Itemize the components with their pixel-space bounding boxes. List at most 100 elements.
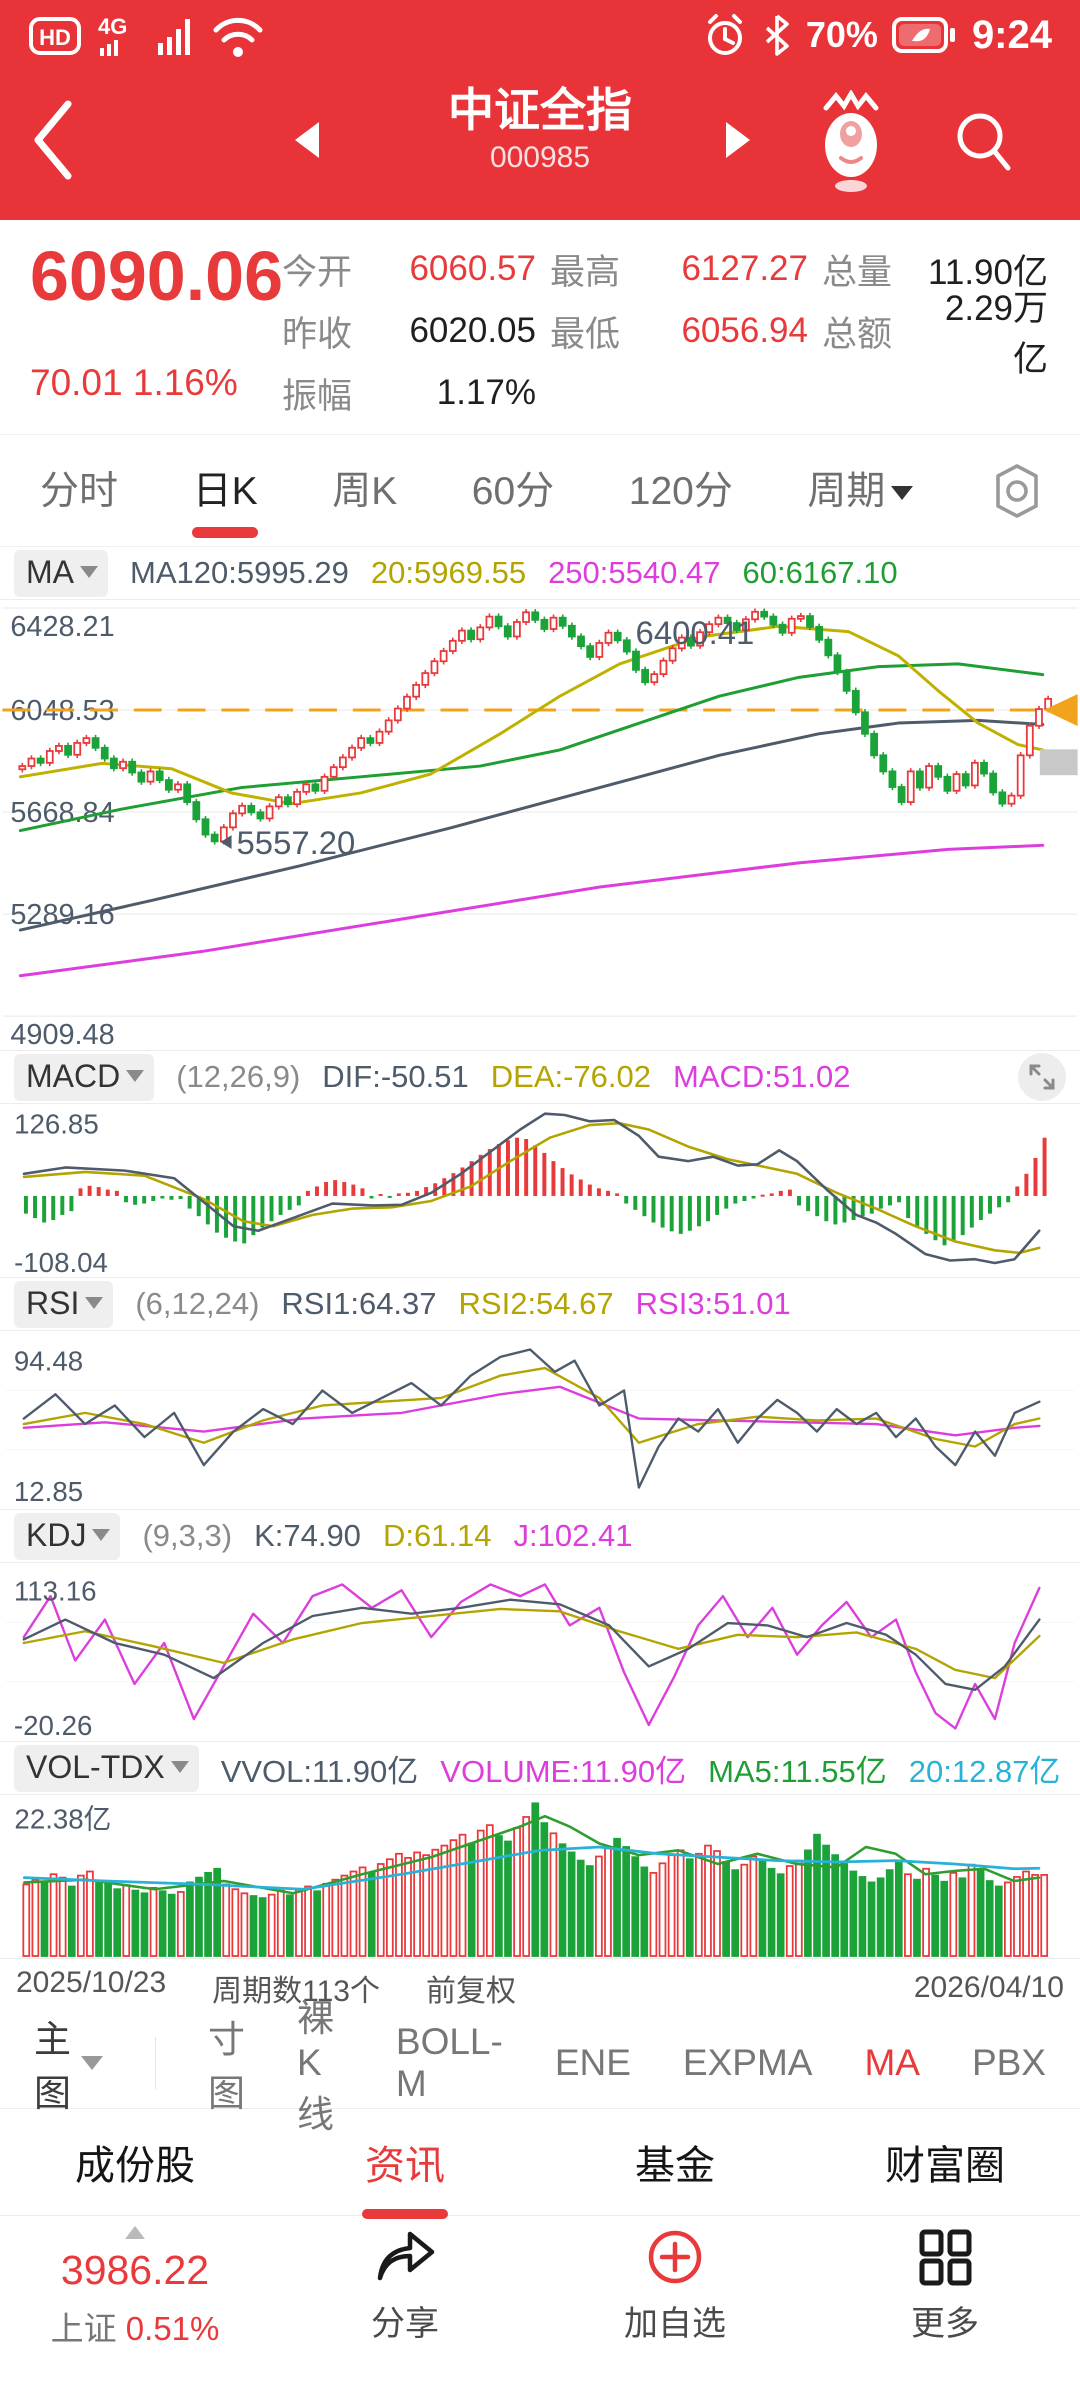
- volume-chart[interactable]: 22.38亿: [0, 1794, 1080, 1959]
- collapse-up-icon: [125, 2226, 145, 2239]
- search-icon[interactable]: [952, 108, 1016, 176]
- ma60-value: 60:6167.10: [742, 555, 898, 590]
- indicator-option-ma[interactable]: MA: [864, 2041, 920, 2083]
- svg-text:6428.21: 6428.21: [10, 611, 114, 643]
- field-value: 2.29万亿: [944, 289, 1048, 379]
- indicator-option-ene[interactable]: ENE: [554, 2041, 631, 2083]
- field-label: 最低: [550, 314, 621, 354]
- back-icon[interactable]: [28, 98, 78, 182]
- svg-text:4G: 4G: [98, 14, 127, 39]
- share-button[interactable]: 分享: [270, 2226, 540, 2398]
- kdj-legend: KDJ (9,3,3) K:74.90 D:61.14 J:102.41: [0, 1510, 1080, 1562]
- ma20-value: 20:5969.55: [370, 555, 527, 590]
- vvol-value: VVOL:11.90亿: [220, 1753, 419, 1789]
- sh-index-value: 3986.22: [60, 2247, 210, 2293]
- field-label: 振幅: [282, 376, 353, 416]
- mascot-diagnose-icon[interactable]: [808, 90, 894, 200]
- indicator-option-naked-k[interactable]: 裸K线: [296, 1997, 334, 2135]
- sh-index-change: 0.51%: [125, 2310, 220, 2347]
- svg-text:HD: HD: [39, 25, 71, 50]
- ma-indicator-selector[interactable]: MA: [14, 549, 108, 597]
- price-change: 70.01 1.16%: [30, 362, 238, 403]
- tab-period-dropdown[interactable]: 周期: [807, 460, 914, 522]
- grid-more-icon: [919, 2229, 972, 2286]
- main-chart-selector[interactable]: 主图: [34, 2009, 103, 2117]
- chevron-down-icon: [891, 486, 914, 501]
- tab-120min[interactable]: 120分: [628, 469, 733, 513]
- add-circle-icon: [648, 2230, 702, 2284]
- share-icon: [377, 2231, 435, 2281]
- tab-60min[interactable]: 60分: [471, 469, 555, 513]
- rsi1-value: RSI1:64.37: [281, 1286, 437, 1321]
- svg-text:94.48: 94.48: [14, 1346, 83, 1377]
- chart-period-tabs: 分时 日K 周K 60分 120分 周期: [0, 435, 1080, 547]
- macd-chart[interactable]: 126.85 -108.04: [0, 1103, 1080, 1278]
- period-count: 周期数113个: [212, 1975, 380, 2008]
- field-label: 总量: [822, 252, 893, 292]
- index-quick-view[interactable]: 3986.22 上证 0.51%: [0, 2226, 270, 2398]
- macd-value: MACD:51.02: [673, 1059, 851, 1094]
- add-watchlist-button[interactable]: 加自选: [540, 2226, 810, 2398]
- field-value: 6060.57: [409, 249, 536, 288]
- battery-icon: [891, 17, 955, 53]
- 4g-network-icon: 4G: [98, 14, 127, 56]
- field-label: 今开: [282, 252, 353, 292]
- quote-grid: 今开 6060.57 最高 6127.27 总量 11.90亿 昨收 6020.05 最…: [282, 238, 1064, 424]
- kdj-params: (9,3,3): [142, 1518, 233, 1553]
- k-value: K:74.90: [254, 1518, 361, 1553]
- next-stock-icon[interactable]: [726, 122, 750, 158]
- chevron-down-icon: [80, 566, 98, 578]
- fullscreen-icon[interactable]: [1018, 1053, 1066, 1101]
- indicator-option-boll-m[interactable]: BOLL-M: [395, 2020, 503, 2104]
- dif-value: DIF:-50.51: [322, 1059, 469, 1094]
- more-button[interactable]: 更多: [810, 2226, 1080, 2398]
- range-end-date: 2026/04/10: [913, 1971, 1064, 2004]
- d-value: D:61.14: [382, 1518, 492, 1553]
- tab-funds[interactable]: 基金: [635, 2144, 715, 2188]
- rsi-chart[interactable]: 94.48 12.85: [0, 1330, 1080, 1510]
- chevron-down-icon: [170, 1761, 189, 1773]
- tab-constituents[interactable]: 成份股: [75, 2144, 195, 2188]
- field-label: 总额: [822, 314, 893, 354]
- page-title: 中证全指: [448, 84, 632, 136]
- svg-text:4909.48: 4909.48: [10, 1019, 114, 1051]
- indicator-option-expma[interactable]: EXPMA: [682, 2041, 813, 2083]
- quote-panel: 6090.06 70.01 1.16% 今开 6060.57 最高 6127.27 …: [0, 220, 1080, 435]
- candlestick-chart[interactable]: 6428.216048.535668.845289.164909.486400.…: [0, 599, 1080, 1051]
- vol-ma20-value: 20:12.87亿: [908, 1753, 1061, 1789]
- prev-stock-icon[interactable]: [295, 122, 319, 158]
- adjust-mode[interactable]: 前复权: [425, 1975, 516, 2008]
- kdj-indicator-selector[interactable]: KDJ: [14, 1512, 121, 1560]
- ma-legend: MA MA120:5995.29 20:5969.55 250:5540.47 …: [0, 547, 1080, 599]
- macd-indicator-selector[interactable]: MACD: [14, 1053, 155, 1101]
- status-bar: HD 4G 70% 9:24: [0, 0, 1080, 70]
- rsi2-value: RSI2:54.67: [458, 1286, 614, 1321]
- svg-text:5289.16: 5289.16: [10, 899, 114, 931]
- field-label: 最高: [550, 252, 621, 292]
- sh-index-name: 上证: [50, 2310, 117, 2347]
- signal-bars-icon: [158, 19, 190, 55]
- battery-percent: 70%: [805, 14, 878, 55]
- indicator-option-pbx[interactable]: PBX: [971, 2041, 1046, 2083]
- rsi-indicator-selector[interactable]: RSI: [14, 1280, 114, 1328]
- vol-indicator-selector[interactable]: VOL-TDX: [14, 1744, 199, 1792]
- field-value: 6127.27: [681, 249, 808, 288]
- kdj-chart[interactable]: 113.16 -20.26: [0, 1562, 1080, 1742]
- svg-text:-20.26: -20.26: [14, 1710, 92, 1741]
- rsi3-value: RSI3:51.01: [635, 1286, 791, 1321]
- svg-text:6400.41: 6400.41: [636, 614, 755, 651]
- tab-wealth-circle[interactable]: 财富圈: [885, 2144, 1005, 2188]
- svg-text:113.16: 113.16: [14, 1576, 97, 1607]
- macd-legend: MACD (12,26,9) DIF:-50.51 DEA:-76.02 MAC…: [0, 1051, 1080, 1103]
- range-start-date: 2025/10/23: [16, 1966, 167, 1999]
- tab-minute[interactable]: 分时: [40, 469, 119, 513]
- tab-weekly-k[interactable]: 周K: [332, 469, 398, 513]
- bottom-action-bar: 3986.22 上证 0.51% 分享 加自选 更多: [0, 2216, 1080, 2398]
- tab-daily-k[interactable]: 日K: [192, 460, 259, 538]
- field-value: 11.90亿: [928, 252, 1048, 292]
- stock-code: 000985: [489, 141, 591, 174]
- indicator-option-cuntu[interactable]: 寸图: [207, 2018, 245, 2114]
- tab-news[interactable]: 资讯: [270, 2133, 540, 2219]
- chart-settings-icon[interactable]: [988, 460, 1046, 522]
- content-tabs: 成份股 资讯 基金 财富圈: [0, 2109, 1080, 2219]
